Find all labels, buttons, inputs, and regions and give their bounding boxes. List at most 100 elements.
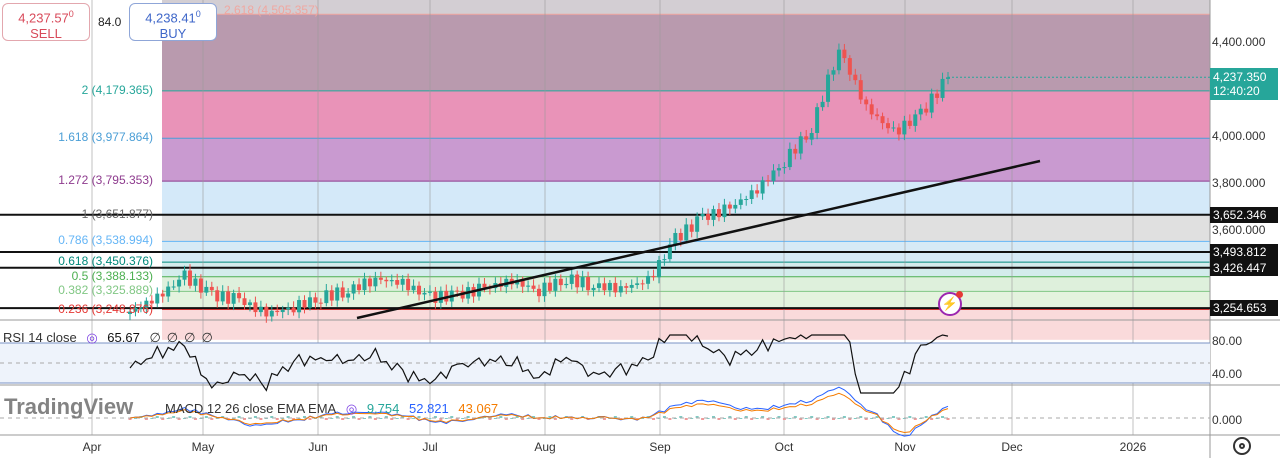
candle <box>738 199 743 205</box>
candle <box>858 80 863 100</box>
macd-histogram-bar <box>788 418 792 419</box>
fib-level-label: 1 (3,651.877) <box>81 206 153 221</box>
rsi-title: RSI 14 close <box>3 330 77 345</box>
sync-icon[interactable]: ◎ <box>86 330 98 345</box>
candle <box>215 290 220 302</box>
candle <box>433 291 438 303</box>
candle <box>307 297 312 308</box>
candle <box>280 309 285 313</box>
candle <box>138 307 143 309</box>
candle <box>689 224 694 232</box>
candle <box>346 293 351 298</box>
fib-level-label: 0.236 (3,248.876) <box>58 301 153 316</box>
macd-histogram-bar <box>243 418 247 420</box>
macd-histogram-bar <box>941 416 945 418</box>
macd-histogram-bar <box>357 418 361 420</box>
settings-icon[interactable] <box>1233 437 1251 455</box>
rsi-legend[interactable]: RSI 14 close ◎ 65.67 ∅ ∅ ∅ ∅ <box>3 330 219 345</box>
candle <box>258 306 263 313</box>
candle <box>787 148 792 168</box>
macd-legend[interactable]: MACD 12 26 close EMA EMA ◎ 9.754 52.821 … <box>165 401 504 416</box>
candle <box>362 278 367 291</box>
macd-signal-line <box>129 392 949 434</box>
macd-histogram-bar <box>712 416 716 418</box>
macd-line-value: 52.821 <box>409 401 449 416</box>
candle <box>902 120 907 135</box>
candle <box>798 136 803 154</box>
macd-histogram-bar <box>701 418 705 420</box>
fib-level-label: 0.618 (3,450.376) <box>58 254 153 269</box>
macd-histogram-bar <box>335 416 339 418</box>
macd-histogram-bar <box>826 416 830 418</box>
macd-histogram-bar <box>270 416 274 418</box>
macd-histogram-bar <box>417 416 421 418</box>
macd-tick: 0.000 <box>1212 413 1243 427</box>
macd-histogram-bar <box>275 418 279 420</box>
macd-histogram-bar <box>286 416 290 418</box>
sell-button[interactable]: 4,237.570 SELL <box>2 3 90 41</box>
price-tick: 3,800.000 <box>1212 176 1266 190</box>
macd-histogram-bar <box>630 416 634 418</box>
macd-histogram-bar <box>722 418 726 419</box>
candle <box>929 93 934 113</box>
candle <box>716 209 721 218</box>
macd-histogram-bar <box>368 416 372 418</box>
price-tick: 3,600.000 <box>1212 223 1266 237</box>
macd-histogram-bar <box>864 418 868 420</box>
candle <box>209 286 214 291</box>
candle <box>133 307 138 312</box>
price-tick: 4,400.000 <box>1212 35 1266 49</box>
candle <box>231 293 236 304</box>
candle <box>706 214 711 220</box>
time-axis-label: Sep <box>649 440 671 454</box>
candle <box>831 70 836 75</box>
current-price-tag: 4,237.350 12:40:20 <box>1210 68 1278 100</box>
macd-histogram-bar <box>750 418 754 420</box>
candle <box>624 286 629 288</box>
candle <box>275 310 280 313</box>
candle <box>297 300 302 313</box>
macd-histogram-bar <box>477 418 481 419</box>
candle <box>820 101 825 108</box>
candle <box>842 49 847 59</box>
current-price: 4,237.350 <box>1213 70 1267 84</box>
buy-button[interactable]: 4,238.410 BUY <box>129 3 217 41</box>
macd-histogram-bar <box>548 416 552 418</box>
macd-histogram-bar <box>488 418 492 420</box>
candle <box>722 204 727 218</box>
fib-band <box>162 276 1210 292</box>
macd-histogram-bar <box>761 416 765 418</box>
macd-histogram-value: 9.754 <box>366 401 400 416</box>
candle <box>776 168 781 171</box>
candle <box>367 278 372 287</box>
candle <box>204 286 209 293</box>
candle <box>427 291 432 293</box>
sync-icon[interactable]: ◎ <box>345 401 358 416</box>
candle <box>760 180 765 194</box>
macd-histogram-bar <box>412 418 416 419</box>
candle <box>869 104 874 115</box>
time-axis-label: Jul <box>422 440 438 454</box>
candle <box>406 278 411 291</box>
time-axis-label: Oct <box>774 440 794 454</box>
fib-band <box>162 291 1210 310</box>
candle <box>302 300 307 308</box>
candle <box>384 279 389 282</box>
macd-histogram-bar <box>717 418 721 420</box>
candle <box>635 283 640 285</box>
macd-histogram-bar <box>695 416 699 418</box>
candle <box>864 99 869 105</box>
macd-histogram-bar <box>662 416 666 418</box>
candle <box>318 302 323 304</box>
macd-histogram-bar <box>303 416 307 418</box>
candle <box>673 232 678 245</box>
macd-histogram-bar <box>924 416 928 418</box>
macd-histogram-bar <box>810 416 814 418</box>
time-axis-label: Nov <box>894 440 916 454</box>
macd-histogram-bar <box>646 416 650 418</box>
macd-histogram-bar <box>668 418 672 420</box>
lightning-alert-icon[interactable]: ⚡ <box>938 291 963 316</box>
fib-level-label: 2 (4,179.365) <box>81 82 153 97</box>
macd-signal-value: 43.067 <box>458 401 499 416</box>
